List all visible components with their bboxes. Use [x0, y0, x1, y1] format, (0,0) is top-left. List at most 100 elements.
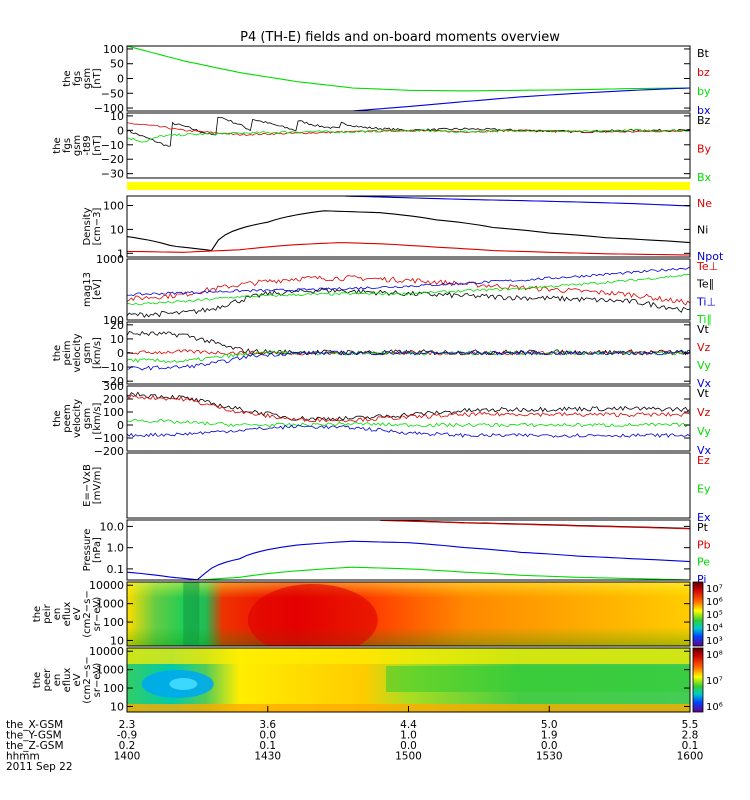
y-tick-label: 20 — [110, 319, 124, 332]
panel-mom: 1000 100 mag13 [eV] Te⊥ Te∥ Ti⊥ Ti∥ — [82, 253, 718, 327]
peem-vel-frame — [126, 385, 691, 452]
fgs-frame — [126, 45, 691, 112]
data-flag-bar — [127, 182, 690, 190]
y-axis-label: gsm — [82, 342, 93, 363]
y-axis-label: en — [52, 674, 63, 687]
y-tick-label: 0 — [117, 73, 124, 86]
y-axis-label: en — [52, 608, 63, 621]
y-tick-label: 10 — [110, 110, 124, 123]
pressure-series-Pi — [127, 540, 690, 580]
legend-entry: Vt — [697, 323, 710, 336]
y-tick-label: 0 — [117, 347, 124, 360]
y-axis-label: fgs — [72, 71, 83, 86]
y-axis-label: sr−eV) — [92, 597, 103, 632]
y-axis-label: Density — [82, 207, 93, 245]
legend-entry: bx — [697, 104, 711, 117]
y-axis-label: gsm — [72, 135, 83, 156]
y-tick-label: 0 — [117, 419, 124, 432]
legend-entry: By — [697, 143, 712, 156]
y-tick-label: 100 — [103, 314, 124, 327]
time-row-value: 5.5 — [682, 719, 699, 731]
y-tick-label: 10 — [110, 634, 124, 647]
peir-frame — [126, 581, 691, 647]
y-tick-label: 10 — [110, 223, 124, 236]
colorbar-tick-label: 10⁷ — [706, 676, 723, 687]
peem-vel-series-Vz — [127, 394, 690, 423]
mom-series-Ti∥ — [127, 273, 690, 306]
y-tick-label: −10 — [101, 361, 124, 374]
y-tick-label: 0.1 — [107, 563, 125, 576]
y-tick-label: 10 — [110, 333, 124, 346]
time-axis-footer: the_X-GSM 2.3 3.6 4.4 5.0 5.5 the_Y-GSM -0.9 0.0… — [6, 706, 703, 773]
legend-entry: Npot — [697, 250, 724, 263]
date-label: 2011 Sep 22 — [6, 761, 73, 773]
y-axis-label: the — [52, 345, 63, 361]
y-tick-label: 100 — [103, 406, 124, 419]
y-axis-label: eV — [72, 673, 83, 686]
y-tick-label: 1.0 — [107, 542, 125, 555]
y-tick-label: 0 — [117, 124, 124, 137]
colorbar-tick-label: 10⁶ — [706, 702, 723, 713]
legend-entry: Vz — [697, 341, 711, 354]
legend-entry: by — [697, 85, 711, 98]
y-tick-label: 100 — [103, 616, 124, 629]
y-tick-label: 10000 — [89, 579, 124, 592]
time-row-value: 1530 — [536, 751, 563, 763]
time-row-label: the_X-GSM — [6, 719, 63, 731]
peir-colorbar — [692, 581, 704, 647]
pressure-series-Pe — [127, 566, 690, 580]
legend-entry: Te⊥ — [696, 260, 718, 273]
legend-entry: Vz — [697, 406, 711, 419]
y-tick-label: −20 — [101, 375, 124, 388]
panel-peer: 10⁸ 10⁷ 10⁶ 10000 1000 100 10 the peer en eflux eV(… — [32, 645, 723, 713]
y-axis-label: [mV/m] — [92, 467, 103, 505]
legend-entry: Bz — [697, 114, 711, 127]
time-row-value: -0.9 — [117, 730, 138, 742]
colorbar-tick-label: 10⁴ — [706, 623, 723, 634]
y-axis-label: mag13 — [82, 272, 93, 307]
time-row-value: 0.0 — [259, 730, 276, 742]
legend-entry: Vt — [697, 387, 710, 400]
time-row-value: 0.1 — [682, 740, 699, 752]
peem-vel-series-Vx — [127, 424, 690, 438]
y-axis-label: [nT] — [92, 68, 103, 88]
legend-entry: Bx — [697, 171, 712, 184]
y-axis-label: [km/s] — [92, 402, 103, 434]
time-row-value: 3.6 — [259, 719, 276, 731]
fgs-series-by — [127, 46, 690, 92]
legend-entry: Ey — [697, 483, 711, 496]
y-axis-label: peim — [62, 340, 73, 365]
y-axis-label: the — [32, 606, 43, 622]
y-tick-label: 300 — [103, 380, 124, 393]
legend-entry: Bt — [697, 47, 710, 60]
time-row-value: 0.0 — [400, 740, 417, 752]
legend-entry: Ni — [697, 224, 708, 237]
time-row-label: the_Y-GSM — [6, 730, 62, 742]
y-tick-label: −100 — [94, 432, 124, 445]
time-row-value: 1500 — [395, 751, 422, 763]
legend-entry: Vy — [697, 425, 711, 438]
time-row-value: 2.3 — [119, 719, 136, 731]
legend-entry: Vx — [697, 377, 712, 390]
peim-vel-series-Vx — [127, 350, 690, 371]
y-axis-label: (cm2−s− — [82, 656, 93, 703]
peir-spectrogram — [127, 582, 690, 646]
time-row-value: 1430 — [254, 751, 281, 763]
legend-entry: Vy — [697, 359, 711, 372]
y-axis-label: [km/s] — [92, 337, 103, 369]
density-series-Npot — [345, 196, 690, 207]
mom-series-Ti⊥ — [127, 266, 690, 297]
time-row-value: 0.0 — [541, 740, 558, 752]
y-tick-label: 1 — [117, 247, 124, 260]
panel-fgs: 100 50 0−50 −100 the fgs gsm [nT] Bt bz by bx — [62, 43, 711, 117]
y-axis-label: [cm−3] — [92, 208, 103, 246]
time-row-value: 4.4 — [400, 719, 417, 731]
panel-peir: 10⁷ 10⁶ 10⁵ 10⁴ 10³ 10000 1000 100 10 the peir en ef… — [32, 579, 723, 647]
y-axis-label: the — [62, 70, 73, 86]
peem-vel-series-Vt — [127, 391, 690, 422]
y-tick-label: 10 — [110, 700, 124, 713]
